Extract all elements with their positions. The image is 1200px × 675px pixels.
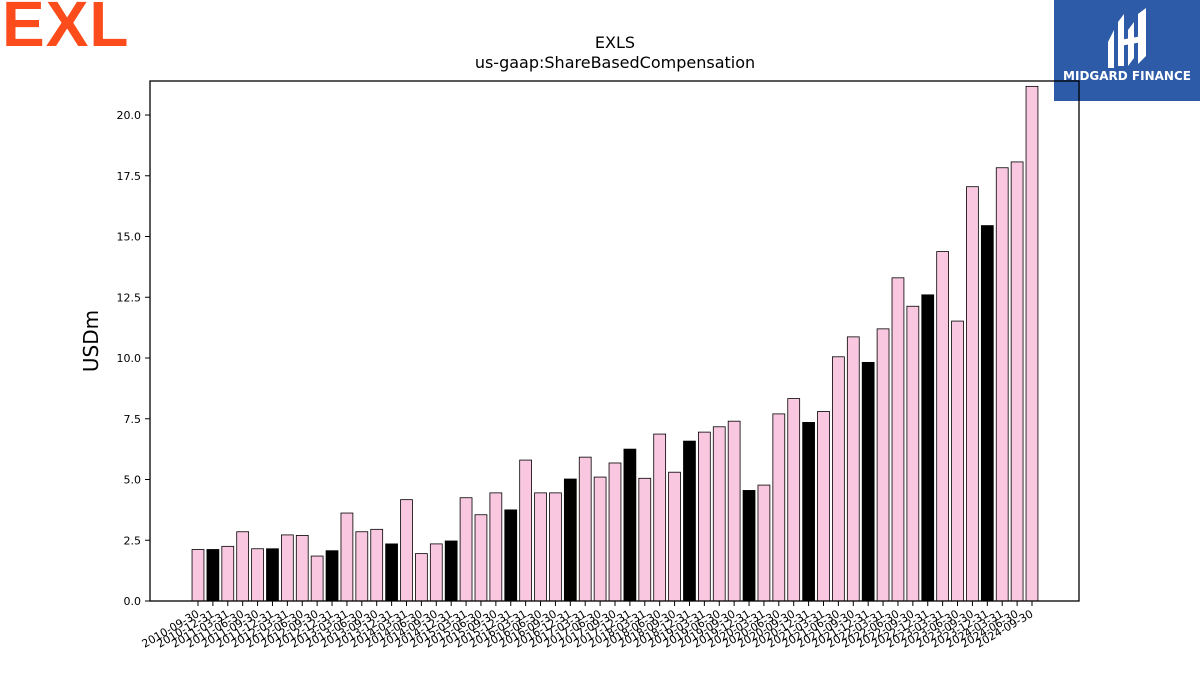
bar [206,549,220,602]
bar [251,548,264,602]
y-tick-label: 10.0 [117,352,142,365]
bar [951,320,964,602]
bar [549,492,562,602]
bar [876,328,890,602]
bar [266,548,279,602]
bar [817,411,830,602]
bar [444,540,458,602]
bar [802,421,815,602]
x-axis-ticks: 2010-09-302010-12-312011-03-312011-06-30… [140,601,1036,651]
bar [519,459,533,602]
chart-title: EXLS [595,33,635,52]
bar [474,514,488,602]
bar [966,186,979,602]
y-axis-ticks: 0.0 2.5 5.0 7.5 10.0 12.5 15.0 17.5 20.0 [117,109,150,608]
midgard-logo-text: MIDGARD FINANCE [1063,69,1191,83]
bar [340,512,354,602]
bar-series [191,85,1039,602]
y-tick-label: 12.5 [117,291,142,304]
bar [295,534,309,602]
bar [653,433,667,602]
bar [906,305,920,602]
bar [757,484,771,602]
bar [191,549,205,602]
y-tick-label: 20.0 [117,109,142,122]
midgard-finance-logo: MIDGARD FINANCE [1054,0,1200,101]
exl-logo: EXL [2,0,130,60]
bar [608,462,622,602]
bar [400,499,413,602]
bar [638,477,652,602]
bar [846,336,860,602]
y-tick-label: 2.5 [124,534,142,547]
bar [221,545,235,602]
y-tick-label: 5.0 [124,474,142,487]
bar [534,492,547,602]
bar [593,476,607,602]
bar [698,431,711,602]
bar [995,167,1009,602]
bar [355,531,369,602]
bar [921,294,935,602]
bar [668,471,681,602]
midgard-logo-background [1054,0,1200,101]
bar [563,478,577,602]
y-tick-label: 0.0 [124,595,142,608]
bar [727,420,741,602]
bar [861,361,875,602]
bar [325,550,339,602]
chart-subtitle: us-gaap:ShareBasedCompensation [475,53,755,72]
y-axis-label: USDm [79,310,103,372]
bar [980,225,994,602]
plot-frame [149,80,1080,602]
bar [787,398,801,602]
bar [429,543,443,602]
bar [742,490,756,602]
midgard-logo-mark-icon [1054,0,1200,101]
y-tick-label: 17.5 [117,170,142,183]
bar [280,534,294,602]
bar [936,251,950,602]
bar [772,413,786,602]
y-tick-label: 7.5 [124,413,142,426]
bar [683,440,696,602]
bar [832,356,845,602]
bar [370,528,384,602]
bar [415,553,428,602]
bar [578,456,592,602]
bar [1010,161,1024,602]
bar [385,543,398,602]
y-tick-label: 15.0 [117,231,142,244]
bar [623,448,637,602]
bar [504,509,518,602]
bar [489,492,503,602]
bar [1025,85,1039,602]
bar [236,531,250,602]
bar [712,426,726,602]
midgard-logo-glyph-icon [1108,8,1146,68]
bar [310,555,324,602]
bar [891,277,905,602]
bar [459,497,473,602]
